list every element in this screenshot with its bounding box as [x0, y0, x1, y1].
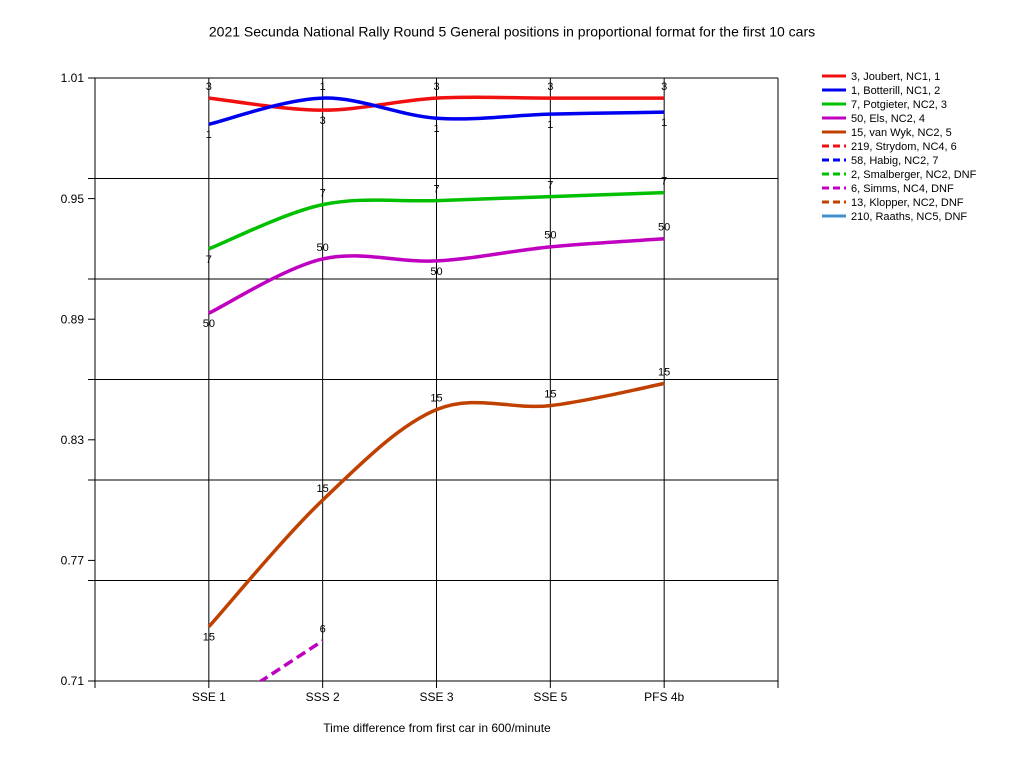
- series-line: [208, 190, 665, 251]
- legend-label: 2, Smalberger, NC2, DNF: [851, 169, 977, 181]
- series-line: [208, 237, 665, 315]
- y-tick-label: 0.89: [61, 312, 85, 326]
- legend-label: 58, Habig, NC2, 7: [851, 155, 938, 167]
- data-label: 3: [547, 81, 553, 93]
- data-label: 7: [206, 254, 212, 266]
- data-label: 1: [433, 123, 439, 135]
- grid: 1.01 0.95 0.89 0.83 0.77 0.71 SSE 1 SSS 2 SSE 3 S…: [61, 71, 779, 704]
- data-label: 7: [433, 184, 439, 196]
- series-line: [207, 381, 665, 628]
- x-tick-label: SSE 3: [419, 690, 453, 704]
- data-label: 1: [661, 117, 667, 129]
- x-tick-label: SSS 2: [306, 690, 340, 704]
- y-tick-label: 0.71: [61, 674, 85, 688]
- legend-label: 210, Raaths, NC5, DNF: [851, 211, 967, 223]
- data-label: 6: [320, 624, 326, 636]
- x-tick-label: SSE 1: [192, 690, 226, 704]
- data-label: 1: [320, 81, 326, 93]
- data-label: 3: [320, 115, 326, 127]
- data-label: 7: [661, 175, 667, 187]
- data-label: 7: [320, 188, 326, 200]
- data-label: 50: [658, 222, 670, 234]
- data-label: 1: [547, 119, 553, 131]
- labels: 3 3 3 3 3 1 1 1 1 1 7 7 7 7 7 50 50 50 50 50 15 15 15 15 15 6: [203, 81, 671, 644]
- legend-label: 219, Strydom, NC4, 6: [851, 141, 957, 153]
- data-label: 50: [317, 242, 329, 254]
- chart-title: 2021 Secunda National Rally Round 5 Gene…: [209, 24, 815, 40]
- legend-label: 1, Botterill, NC1, 2: [851, 85, 940, 97]
- x-tick-label: PFS 4b: [644, 690, 684, 704]
- x-tick-label: SSE 5: [533, 690, 567, 704]
- data-label: 50: [203, 318, 215, 330]
- legend-label: 6, Simms, NC4, DNF: [851, 183, 954, 195]
- data-label: 50: [544, 230, 556, 242]
- y-tick-label: 0.77: [61, 554, 85, 568]
- data-label: 1: [206, 129, 212, 141]
- legend-label: 3, Joubert, NC1, 1: [851, 71, 940, 83]
- data-label: 3: [661, 81, 667, 93]
- data-label: 50: [430, 266, 442, 278]
- y-tick-label: 1.01: [61, 71, 85, 85]
- legend-label: 15, van Wyk, NC2, 5: [851, 127, 952, 139]
- data-label: 15: [544, 389, 556, 401]
- legend-label: 7, Potgieter, NC2, 3: [851, 99, 947, 111]
- data-label: 3: [206, 81, 212, 93]
- series-line: [257, 639, 324, 681]
- lines: [207, 95, 665, 681]
- data-label: 15: [658, 366, 670, 378]
- legend-label: 50, Els, NC2, 4: [851, 113, 925, 125]
- data-label: 7: [547, 179, 553, 191]
- legend-label: 13, Klopper, NC2, DNF: [851, 197, 964, 209]
- data-label: 3: [433, 81, 439, 93]
- legend: 3, Joubert, NC1, 1 1, Botterill, NC1, 2 7,…: [822, 71, 977, 223]
- data-label: 15: [430, 393, 442, 405]
- series-line: [208, 96, 665, 126]
- series-line: [208, 95, 665, 112]
- y-tick-label: 0.83: [61, 433, 85, 447]
- y-tick-label: 0.95: [61, 192, 85, 206]
- x-axis-label: Time difference from first car in 600/mi…: [323, 721, 551, 735]
- data-label: 15: [203, 632, 215, 644]
- data-label: 15: [317, 483, 329, 495]
